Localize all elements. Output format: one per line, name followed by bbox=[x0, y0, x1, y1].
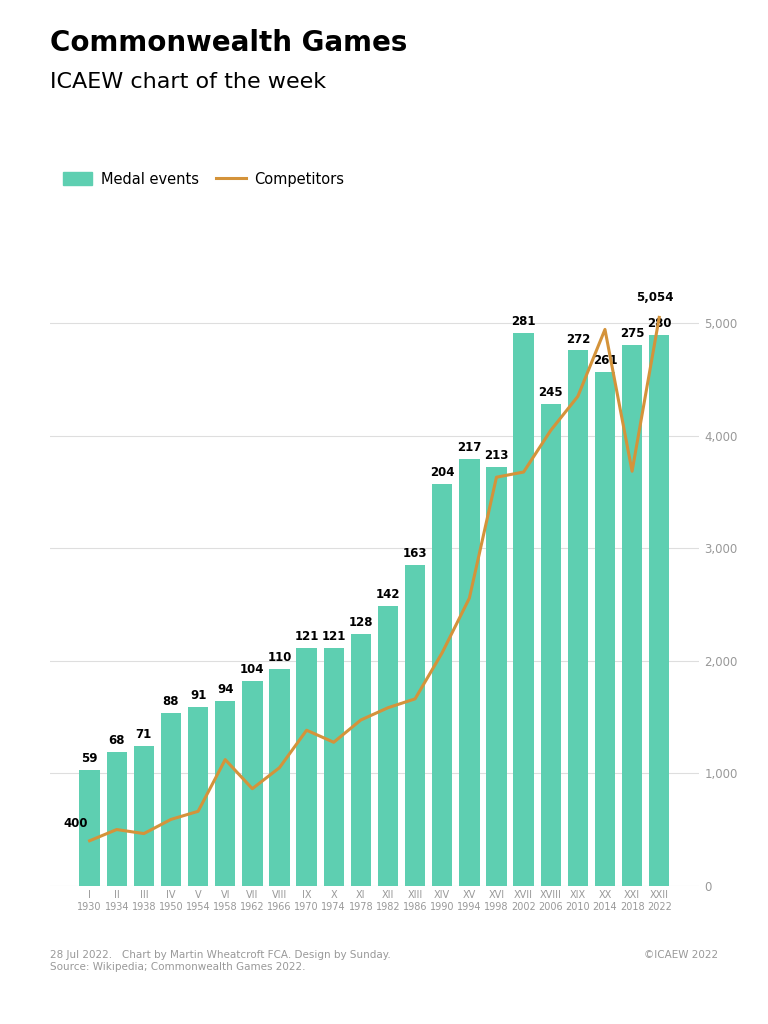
Text: 272: 272 bbox=[566, 333, 590, 345]
Bar bbox=[459, 459, 479, 886]
Text: 261: 261 bbox=[593, 354, 617, 368]
Text: 281: 281 bbox=[511, 314, 536, 328]
Text: 104: 104 bbox=[240, 664, 265, 676]
Bar bbox=[296, 647, 316, 886]
Text: 121: 121 bbox=[294, 630, 319, 643]
Legend: Medal events, Competitors: Medal events, Competitors bbox=[57, 166, 350, 193]
Text: 163: 163 bbox=[403, 547, 427, 560]
Text: 213: 213 bbox=[485, 449, 508, 462]
Text: 28 Jul 2022.   Chart by Martin Wheatcroft FCA. Design by Sunday.
Source: Wikiped: 28 Jul 2022. Chart by Martin Wheatcroft … bbox=[50, 950, 391, 972]
Text: 275: 275 bbox=[620, 327, 644, 340]
Text: 110: 110 bbox=[267, 651, 292, 665]
Text: ICAEW chart of the week: ICAEW chart of the week bbox=[50, 72, 326, 92]
Text: 121: 121 bbox=[322, 630, 346, 643]
Text: 204: 204 bbox=[430, 466, 455, 479]
Text: 71: 71 bbox=[136, 728, 152, 741]
Bar bbox=[594, 372, 615, 886]
Text: Commonwealth Games: Commonwealth Games bbox=[50, 29, 407, 56]
Bar bbox=[270, 670, 290, 886]
Bar bbox=[541, 403, 561, 886]
Text: 400: 400 bbox=[64, 816, 88, 829]
Bar bbox=[107, 752, 127, 886]
Text: 68: 68 bbox=[108, 734, 125, 748]
Bar bbox=[134, 746, 154, 886]
Bar bbox=[649, 335, 670, 886]
Bar bbox=[188, 707, 208, 886]
Text: 91: 91 bbox=[190, 689, 207, 701]
Bar bbox=[405, 565, 425, 886]
Text: 245: 245 bbox=[538, 386, 563, 398]
Text: 5,054: 5,054 bbox=[637, 291, 674, 304]
Bar bbox=[215, 700, 235, 886]
Bar bbox=[622, 344, 642, 886]
Text: ©ICAEW 2022: ©ICAEW 2022 bbox=[644, 950, 718, 961]
Text: 280: 280 bbox=[647, 316, 671, 330]
Bar bbox=[323, 647, 344, 886]
Bar bbox=[378, 606, 398, 886]
Bar bbox=[242, 681, 263, 886]
Bar bbox=[514, 333, 534, 886]
Bar bbox=[351, 634, 371, 886]
Text: 59: 59 bbox=[81, 752, 98, 765]
Bar bbox=[486, 467, 507, 886]
Text: 94: 94 bbox=[217, 683, 233, 696]
Text: 88: 88 bbox=[163, 694, 179, 708]
Bar bbox=[568, 350, 588, 886]
Text: 128: 128 bbox=[349, 615, 373, 629]
Bar bbox=[432, 484, 452, 886]
Bar bbox=[161, 713, 181, 886]
Text: 142: 142 bbox=[376, 589, 400, 601]
Bar bbox=[79, 770, 100, 886]
Text: 217: 217 bbox=[457, 440, 482, 454]
